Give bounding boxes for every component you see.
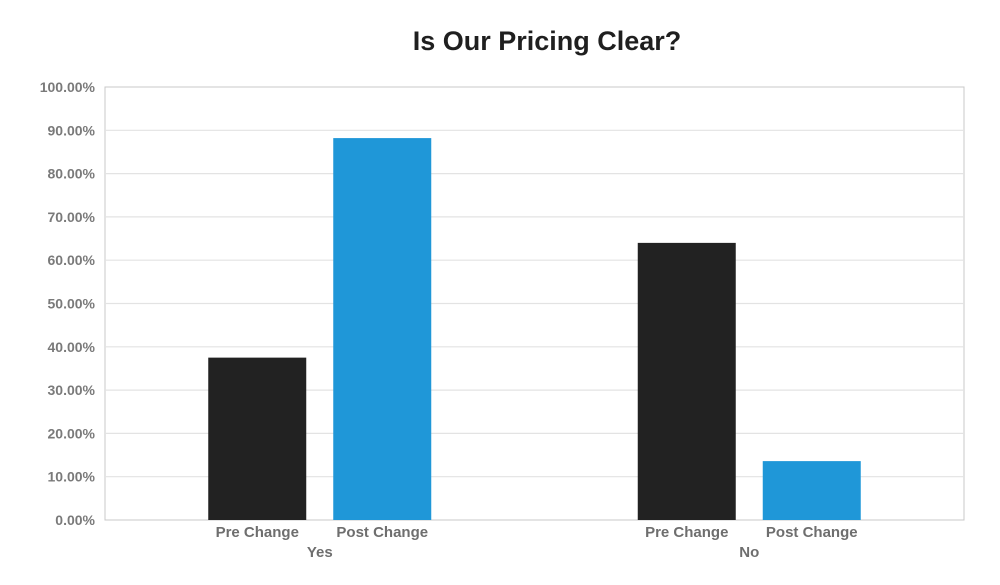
- bar: [333, 138, 432, 520]
- y-tick-label: 80.00%: [48, 166, 96, 182]
- bar: [637, 242, 736, 520]
- y-tick-label: 90.00%: [48, 122, 96, 138]
- y-tick-label: 10.00%: [48, 469, 96, 485]
- x-series-label: Pre Change: [216, 524, 299, 541]
- y-tick-label: 40.00%: [48, 339, 96, 355]
- x-group-label: Yes: [307, 544, 333, 561]
- y-axis-ticks: 0.00% 10.00% 20.00% 30.00% 40.00% 50.00% 60.00…: [40, 79, 96, 528]
- y-tick-label: 30.00%: [48, 382, 96, 398]
- y-tick-label: 20.00%: [48, 425, 96, 441]
- bar: [762, 461, 861, 520]
- y-tick-label: 60.00%: [48, 252, 96, 268]
- y-tick-label: 0.00%: [55, 512, 95, 528]
- bar: [208, 357, 307, 520]
- y-tick-label: 70.00%: [48, 209, 96, 225]
- y-tick-label: 50.00%: [48, 296, 96, 312]
- x-series-label: Post Change: [766, 524, 858, 541]
- chart-title: Is Our Pricing Clear?: [412, 26, 682, 56]
- bars: [208, 138, 861, 520]
- x-series-label: Post Change: [336, 524, 428, 541]
- x-group-label: No: [739, 544, 759, 561]
- x-series-label: Pre Change: [645, 524, 728, 541]
- y-tick-label: 100.00%: [40, 79, 96, 95]
